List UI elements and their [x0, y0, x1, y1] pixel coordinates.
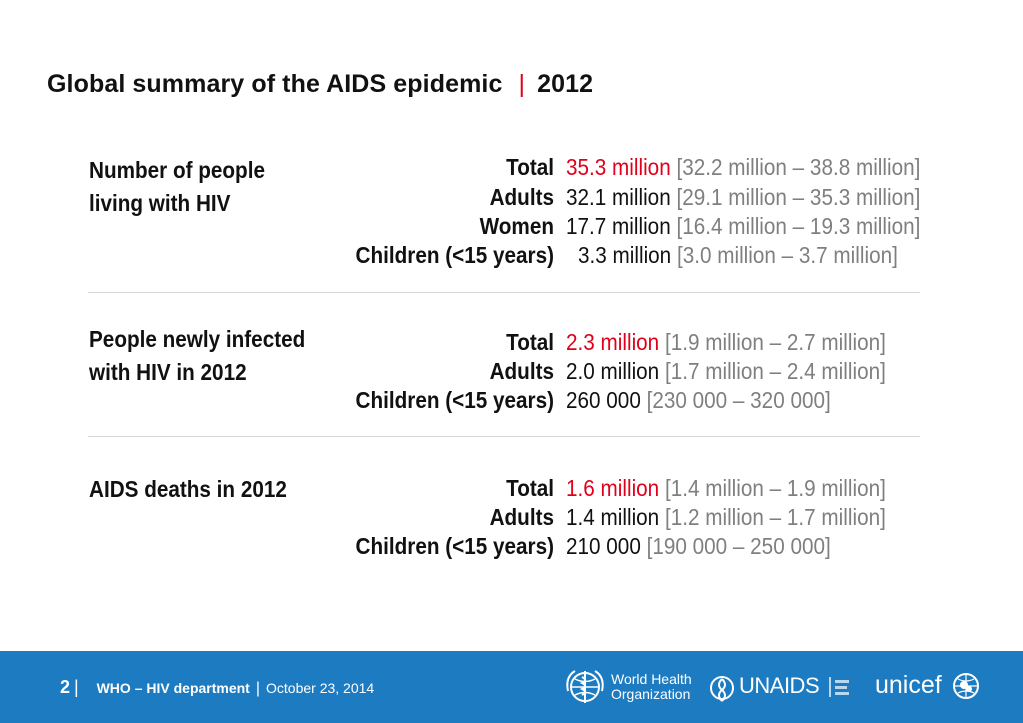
footer-date: October 23, 2014	[266, 680, 375, 696]
row-label: Children (<15 years)	[355, 533, 554, 559]
section-divider	[88, 292, 920, 293]
row-label: Total	[506, 475, 554, 501]
row-value: 1.4 million [1.2 million – 1.7 million]	[566, 502, 886, 532]
estimate-range: [1.9 million – 2.7 million]	[664, 329, 886, 355]
row-value: 2.3 million [1.9 million – 2.7 million]	[566, 327, 886, 357]
estimate-range: [29.1 million – 35.3 million]	[676, 184, 921, 210]
section-label-line: living with HIV	[89, 190, 231, 216]
estimate-value: 210 000	[566, 533, 641, 559]
section-divider	[88, 436, 920, 437]
estimate-value: 32.1 million	[566, 184, 671, 210]
footer-separator: |	[74, 677, 79, 697]
row-label: Children (<15 years)	[355, 387, 554, 413]
section-label: Number of people living with HIV	[89, 154, 314, 220]
section-label-line: with HIV in 2012	[89, 359, 247, 385]
estimate-value: 260 000	[566, 387, 641, 413]
unicef-wordmark: unicef	[875, 671, 942, 699]
estimate-value: 35.3 million	[566, 154, 671, 180]
row-value: 32.1 million [29.1 million – 35.3 millio…	[566, 182, 920, 212]
footer-info: 2 | WHO – HIV department | October 23, 2014	[60, 677, 374, 698]
row-label: Children (<15 years)	[355, 242, 554, 268]
row-label: Total	[506, 154, 554, 180]
estimate-range: [1.7 million – 2.4 million]	[664, 358, 886, 384]
section-label: AIDS deaths in 2012	[89, 473, 314, 506]
estimate-value: 1.6 million	[566, 475, 660, 501]
page-number: 2	[60, 677, 71, 697]
title-main: Global summary of the AIDS epidemic	[47, 70, 503, 98]
row-value: 1.6 million [1.4 million – 1.9 million]	[566, 473, 886, 503]
estimate-range: [190 000 – 250 000]	[646, 533, 831, 559]
who-logo-line: World Health	[611, 671, 692, 687]
estimate-range: [3.0 million – 3.7 million]	[676, 242, 898, 268]
slide-title: Global summary of the AIDS epidemic | 2012	[47, 70, 593, 99]
row-value: 35.3 million [32.2 million – 38.8 millio…	[566, 152, 920, 182]
section-label-line: Number of people	[89, 157, 265, 183]
estimate-value: 17.7 million	[566, 213, 671, 239]
section-label-line: People newly infected	[89, 326, 306, 352]
section-label: People newly infected with HIV in 2012	[89, 323, 314, 389]
footer-separator: |	[255, 680, 260, 697]
row-value: 210 000 [190 000 – 250 000]	[566, 531, 831, 561]
who-emblem-icon	[566, 670, 604, 703]
section-label-line: AIDS deaths in 2012	[89, 476, 287, 502]
estimate-range: [16.4 million – 19.3 million]	[676, 213, 921, 239]
row-value: 260 000 [230 000 – 320 000]	[566, 385, 831, 415]
unaids-multilingual-mark	[829, 677, 851, 697]
footer-department: WHO – HIV department	[96, 680, 250, 696]
row-value: 17.7 million [16.4 million – 19.3 millio…	[566, 211, 920, 241]
unaids-wordmark: UNAIDS	[739, 673, 820, 698]
row-label: Women	[479, 213, 554, 239]
estimate-range: [1.4 million – 1.9 million]	[664, 475, 886, 501]
estimate-value: 2.3 million	[566, 329, 660, 355]
row-value: 2.0 million [1.7 million – 2.4 million]	[566, 356, 886, 386]
row-label: Adults	[489, 504, 554, 530]
estimate-range: [230 000 – 320 000]	[646, 387, 831, 413]
title-separator: |	[518, 70, 526, 98]
footer-bar: 2 | WHO – HIV department | October 23, 2014…	[0, 651, 1023, 723]
estimate-range: [1.2 million – 1.7 million]	[664, 504, 886, 530]
row-label: Total	[506, 329, 554, 355]
row-label: Adults	[489, 358, 554, 384]
estimate-value: 1.4 million	[566, 504, 660, 530]
unaids-ribbon-icon	[710, 676, 734, 702]
who-logo-line: Organization	[611, 686, 691, 702]
title-year: 2012	[537, 70, 594, 98]
estimate-value: 2.0 million	[566, 358, 660, 384]
unicef-emblem-icon	[953, 673, 979, 699]
estimate-range: [32.2 million – 38.8 million]	[676, 154, 921, 180]
estimate-value: 3.3 million	[578, 242, 672, 268]
row-value: 3.3 million [3.0 million – 3.7 million]	[578, 240, 898, 270]
row-label: Adults	[489, 184, 554, 210]
